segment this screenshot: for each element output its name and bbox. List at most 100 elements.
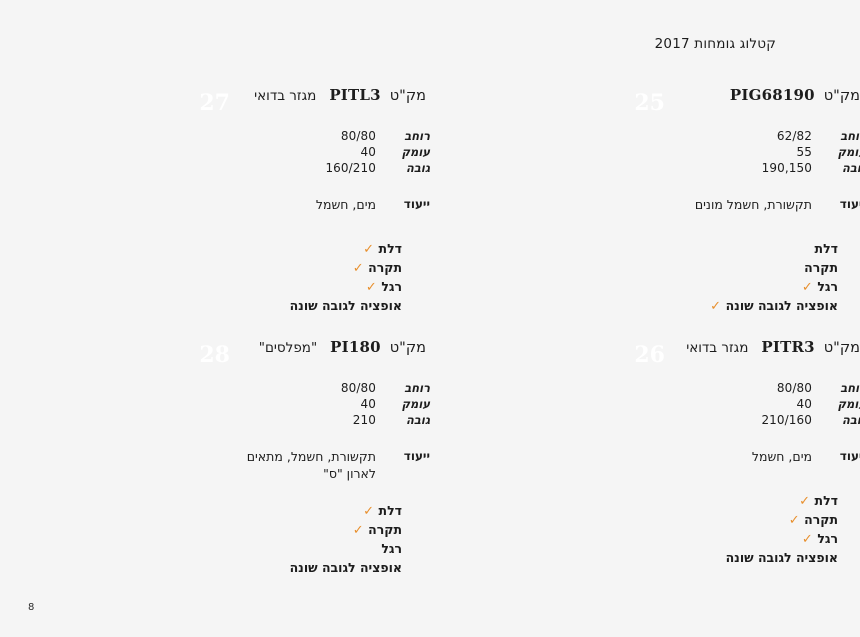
feature-label: אופציה לגובה שונה	[289, 560, 402, 575]
sku-value: PI180	[330, 338, 381, 356]
depth-label: עומק	[837, 145, 860, 159]
product-note: "מפלסים"	[258, 340, 318, 356]
feature-row-door[interactable]: דלת ✓	[254, 241, 402, 257]
feature-row-height-option[interactable]: אופציה לגובה שונה ✓	[686, 550, 838, 566]
feature-row-leg[interactable]: רגל ✓	[254, 279, 402, 295]
width-value: 80/80	[340, 129, 376, 143]
dimension-row-height: גובה 210/160	[686, 413, 860, 428]
page-number: 8	[28, 602, 35, 613]
check-icon: ✓	[787, 261, 801, 277]
dimension-row-width: רוחב 62/82	[695, 129, 860, 144]
dimension-row-width: רוחב 80/80	[236, 381, 430, 396]
width-value: 62/82	[776, 129, 812, 143]
feature-label: דלת	[378, 241, 402, 256]
watermark-number: 26	[634, 342, 665, 368]
check-icon: ✓	[801, 532, 813, 547]
watermark-number: 25	[634, 90, 665, 116]
dimensions-list: רוחב 80/80 עומק 40 גובה 160/210	[254, 129, 430, 176]
check-icon: ✓	[273, 561, 287, 577]
sku-prefix-label: מק"ט	[823, 340, 860, 356]
feature-row-leg[interactable]: רגל ✓	[236, 541, 402, 557]
width-value: 80/80	[776, 381, 812, 395]
product-card[interactable]: 27 מק"ט PITL3 מגזר בדואי רוחב 80/80 עומק…	[0, 86, 430, 338]
height-value: 190,150	[761, 161, 812, 175]
depth-label: עומק	[837, 397, 860, 411]
sku-value: PITL3	[329, 86, 381, 104]
feature-label: דלת	[378, 503, 402, 518]
sku-value: PITR3	[761, 338, 815, 356]
usage-value: מים, חשמל	[315, 197, 376, 212]
usage-value: תקשורת, חשמל מונים	[694, 197, 812, 212]
feature-row-height-option[interactable]: אופציה לגובה שונה ✓	[695, 298, 838, 314]
dimension-row-depth: עומק 40	[254, 145, 430, 160]
feature-row-door[interactable]: דלת ✓	[686, 493, 838, 509]
feature-label: רגל	[381, 279, 402, 294]
check-icon: ✓	[352, 523, 364, 538]
feature-label: רגל	[381, 541, 402, 556]
dimension-row-height: גובה 210	[236, 413, 430, 428]
feature-row-door[interactable]: דלת ✓	[695, 241, 838, 257]
feature-row-door[interactable]: דלת ✓	[236, 503, 402, 519]
check-icon: ✓	[273, 299, 287, 315]
product-card[interactable]: 25 מק"ט PIG68190 רוחב 62/82 עומק 55	[430, 86, 860, 338]
height-label: גובה	[842, 161, 860, 175]
check-icon: ✓	[710, 299, 722, 314]
feature-row-leg[interactable]: רגל ✓	[686, 531, 838, 547]
feature-row-ceiling[interactable]: תקרה ✓	[254, 260, 402, 276]
product-card[interactable]: 28 מק"ט PI180 "מפלסים" רוחב 80/80 עומק 4…	[0, 338, 430, 590]
feature-label: דלת	[814, 493, 838, 508]
sku-value: PIG68190	[729, 86, 815, 104]
product-title: מק"ט PITR3 מגזר בדואי	[686, 338, 860, 358]
feature-label: אופציה לגובה שונה	[725, 550, 838, 565]
features-list: דלת ✓ תקרה ✓ רגל ✓ אופציה לגובה שונה ✓	[254, 241, 402, 314]
sku-prefix-label: מק"ט	[823, 88, 860, 104]
check-icon: ✓	[363, 242, 374, 257]
feature-label: תקרה	[368, 260, 402, 275]
feature-label: תקרה	[804, 512, 838, 527]
usage-label: ייעוד	[839, 449, 860, 463]
width-value: 80/80	[340, 381, 376, 395]
feature-row-height-option[interactable]: אופציה לגובה שונה ✓	[254, 298, 402, 314]
check-icon: ✓	[352, 261, 364, 276]
width-label: רוחב	[840, 129, 860, 143]
dimension-row-width: רוחב 80/80	[686, 381, 860, 396]
check-icon: ✓	[798, 242, 812, 258]
feature-row-height-option[interactable]: אופציה לגובה שונה ✓	[236, 560, 402, 576]
feature-label: תקרה	[804, 260, 838, 275]
product-title: מק"ט PIG68190	[695, 86, 860, 106]
product-grid: 25 מק"ט PIG68190 רוחב 62/82 עומק 55	[0, 86, 860, 590]
usage-value: מים, חשמל	[751, 449, 812, 464]
dimensions-list: רוחב 62/82 עומק 55 גובה 190,150	[695, 129, 860, 176]
depth-label: עומק	[401, 145, 430, 159]
feature-row-ceiling[interactable]: תקרה ✓	[236, 522, 402, 538]
check-icon: ✓	[788, 513, 800, 528]
width-label: רוחב	[404, 381, 430, 395]
usage-row: ייעוד תקשורת, חשמל, מתאים לארון "ס"	[236, 448, 430, 482]
feature-row-leg[interactable]: רגל ✓	[695, 279, 838, 295]
watermark-number: 27	[199, 90, 230, 116]
depth-value: 40	[796, 397, 812, 411]
width-label: רוחב	[404, 129, 430, 143]
height-label: גובה	[842, 413, 860, 427]
dimension-row-height: גובה 160/210	[254, 161, 430, 176]
depth-value: 40	[360, 397, 376, 411]
dimensions-list: רוחב 80/80 עומק 40 גובה 210	[236, 381, 430, 428]
feature-row-ceiling[interactable]: תקרה ✓	[686, 512, 838, 528]
usage-label: ייעוד	[839, 197, 860, 211]
feature-label: תקרה	[368, 522, 402, 537]
dimension-row-depth: עומק 55	[695, 145, 860, 160]
feature-row-ceiling[interactable]: תקרה ✓	[695, 260, 838, 276]
watermark-number: 28	[199, 342, 230, 368]
check-icon: ✓	[365, 280, 377, 295]
usage-row: ייעוד מים, חשמל	[254, 196, 430, 213]
usage-row: ייעוד מים, חשמל	[686, 448, 860, 465]
depth-label: עומק	[401, 397, 430, 411]
check-icon: ✓	[363, 504, 374, 519]
dimensions-list: רוחב 80/80 עומק 40 גובה 210/160	[686, 381, 860, 428]
product-title: מק"ט PI180 "מפלסים"	[236, 338, 426, 358]
feature-label: אופציה לגובה שונה	[289, 298, 402, 313]
usage-label: ייעוד	[403, 449, 430, 463]
height-value: 160/210	[325, 161, 376, 175]
product-card[interactable]: 26 מק"ט PITR3 מגזר בדואי רוחב 80/80 עומק…	[430, 338, 860, 590]
